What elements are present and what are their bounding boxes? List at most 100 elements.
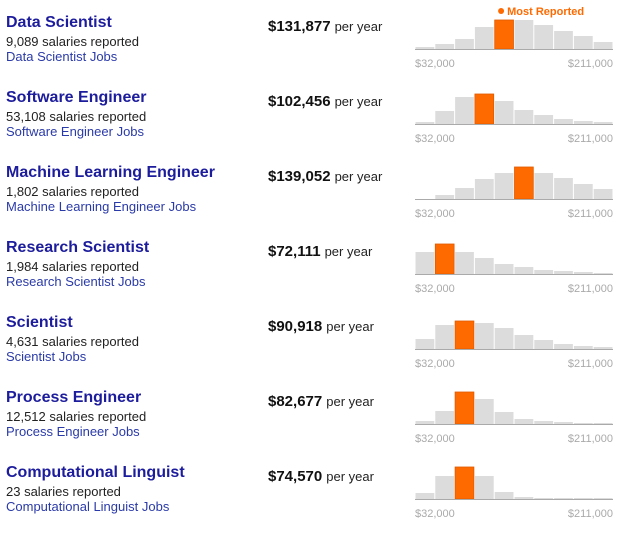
jobs-link[interactable]: Computational Linguist Jobs xyxy=(6,499,170,514)
salary-count: 1,802 salaries reported xyxy=(6,184,139,199)
bar xyxy=(573,423,593,424)
histogram: $32,000 $211,000 xyxy=(415,93,613,145)
bar-most-reported xyxy=(454,391,475,425)
axis-min-label: $32,000 xyxy=(415,208,455,220)
bar xyxy=(435,44,455,49)
bar-most-reported xyxy=(514,166,534,200)
bar xyxy=(514,497,534,499)
bar xyxy=(593,423,613,424)
salary: $90,918 per year xyxy=(268,318,374,336)
salary: $102,456 per year xyxy=(268,93,382,111)
bar xyxy=(514,335,534,349)
job-title: Software Engineer xyxy=(6,89,147,106)
axis-min-label: $32,000 xyxy=(415,508,455,520)
bar-most-reported xyxy=(474,93,495,125)
bar xyxy=(494,101,514,124)
bar xyxy=(554,344,573,349)
bar xyxy=(494,412,514,424)
salary: $74,570 per year xyxy=(268,468,374,486)
job-title: Machine Learning Engineer xyxy=(6,164,215,181)
bar xyxy=(415,47,435,49)
job-title: Process Engineer xyxy=(6,389,142,406)
axis-max-label: $211,000 xyxy=(568,433,613,445)
axis-min-label: $32,000 xyxy=(415,133,455,145)
bar xyxy=(593,498,613,499)
salary-amount: $139,052 xyxy=(268,168,331,185)
axis-max-label: $211,000 xyxy=(568,58,613,70)
salary-amount: $102,456 xyxy=(268,93,331,110)
bar xyxy=(415,122,435,124)
salary-amount: $82,677 xyxy=(268,393,323,410)
bar xyxy=(554,178,573,199)
axis-max-label: $211,000 xyxy=(568,208,613,220)
bar xyxy=(554,422,573,424)
bar xyxy=(494,173,514,199)
bar-most-reported xyxy=(454,320,475,350)
jobs-link[interactable]: Software Engineer Jobs xyxy=(6,124,145,139)
bar xyxy=(415,493,435,499)
bar xyxy=(514,20,534,49)
bar xyxy=(474,476,494,499)
salary-amount: $72,111 xyxy=(268,243,321,260)
salary-period: per year xyxy=(334,19,383,34)
salary-count: 53,108 salaries reported xyxy=(6,109,147,124)
legend-label: Most Reported xyxy=(507,6,584,18)
axis-max-label: $211,000 xyxy=(568,283,613,295)
histogram: $32,000 $211,000 xyxy=(415,391,613,445)
salary: $82,677 per year xyxy=(268,393,374,411)
job-title: Computational Linguist xyxy=(6,464,185,481)
bar-most-reported xyxy=(434,243,455,275)
jobs-link[interactable]: Machine Learning Engineer Jobs xyxy=(6,199,197,214)
histogram: $32,000 $211,000 Most Reported xyxy=(415,6,613,70)
bar xyxy=(573,346,593,349)
bar xyxy=(573,121,593,124)
salary-period: per year xyxy=(334,169,383,184)
bar xyxy=(593,273,613,274)
salary-period: per year xyxy=(326,469,374,484)
bar xyxy=(474,27,494,49)
bar xyxy=(573,498,593,499)
salary-count: 9,089 salaries reported xyxy=(6,34,139,49)
bar xyxy=(455,188,474,199)
bar xyxy=(415,339,435,349)
jobs-link[interactable]: Data Scientist Jobs xyxy=(6,49,118,64)
legend-dot xyxy=(498,8,505,14)
bar xyxy=(474,323,494,349)
salary-count: 4,631 salaries reported xyxy=(6,334,139,349)
bar xyxy=(593,347,613,349)
jobs-link[interactable]: Research Scientist Jobs xyxy=(6,274,146,289)
salary-amount: $131,877 xyxy=(268,18,331,35)
job-title: Scientist xyxy=(6,314,73,331)
axis-min-label: $32,000 xyxy=(415,58,455,70)
bar xyxy=(455,97,474,124)
axis-max-label: $211,000 xyxy=(568,358,613,370)
bar xyxy=(474,179,494,199)
bar xyxy=(514,419,534,424)
axis-max-label: $211,000 xyxy=(568,133,613,145)
bar xyxy=(554,31,573,49)
bar xyxy=(534,173,554,199)
axis-min-label: $32,000 xyxy=(415,358,455,370)
bar xyxy=(593,122,613,124)
salary-count: 12,512 salaries reported xyxy=(6,409,147,424)
bar xyxy=(474,258,494,274)
bar-most-reported xyxy=(454,466,475,500)
salary-period: per year xyxy=(324,244,373,259)
bar xyxy=(435,325,455,349)
jobs-link[interactable]: Process Engineer Jobs xyxy=(6,424,140,439)
salary-count: 23 salaries reported xyxy=(6,484,121,499)
jobs-link[interactable]: Scientist Jobs xyxy=(6,349,87,364)
salary: $131,877 per year xyxy=(268,18,382,36)
bar xyxy=(455,39,474,49)
bar xyxy=(494,492,514,499)
bar-most-reported xyxy=(494,19,514,50)
bar xyxy=(534,498,554,499)
bar xyxy=(554,119,573,124)
salary-amount: $90,918 xyxy=(268,318,323,335)
salary: $139,052 per year xyxy=(268,168,382,186)
bar xyxy=(554,271,573,274)
bar xyxy=(573,36,593,49)
bar xyxy=(593,189,613,199)
bar xyxy=(534,270,554,274)
